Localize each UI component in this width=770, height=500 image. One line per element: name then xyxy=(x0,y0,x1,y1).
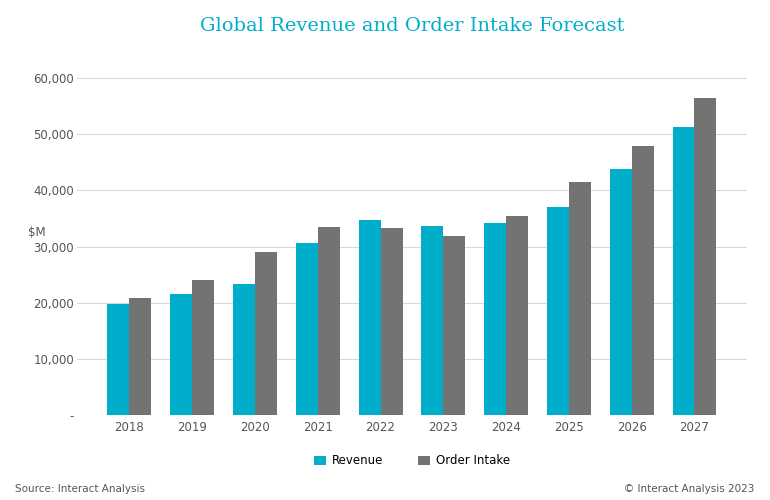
Bar xyxy=(547,207,569,415)
Bar xyxy=(296,242,318,415)
Bar xyxy=(631,146,654,415)
Bar xyxy=(444,236,465,415)
Bar xyxy=(695,98,716,415)
Bar xyxy=(484,223,506,415)
Legend: Revenue, Order Intake: Revenue, Order Intake xyxy=(314,454,510,468)
Bar xyxy=(421,226,444,415)
Bar xyxy=(359,220,380,415)
Bar xyxy=(506,216,528,415)
Text: © Interact Analysis 2023: © Interact Analysis 2023 xyxy=(624,484,755,494)
Bar xyxy=(672,128,695,415)
Bar xyxy=(380,228,403,415)
Bar xyxy=(108,304,129,415)
Bar xyxy=(569,182,591,415)
Title: Global Revenue and Order Intake Forecast: Global Revenue and Order Intake Forecast xyxy=(199,16,624,34)
Text: Source: Interact Analysis: Source: Interact Analysis xyxy=(15,484,146,494)
Bar xyxy=(233,284,255,415)
Bar xyxy=(192,280,214,415)
Bar xyxy=(318,228,340,415)
Bar xyxy=(129,298,152,415)
Bar xyxy=(610,169,631,415)
Bar xyxy=(255,252,277,415)
Y-axis label: $M: $M xyxy=(28,226,45,239)
Bar xyxy=(170,294,192,415)
